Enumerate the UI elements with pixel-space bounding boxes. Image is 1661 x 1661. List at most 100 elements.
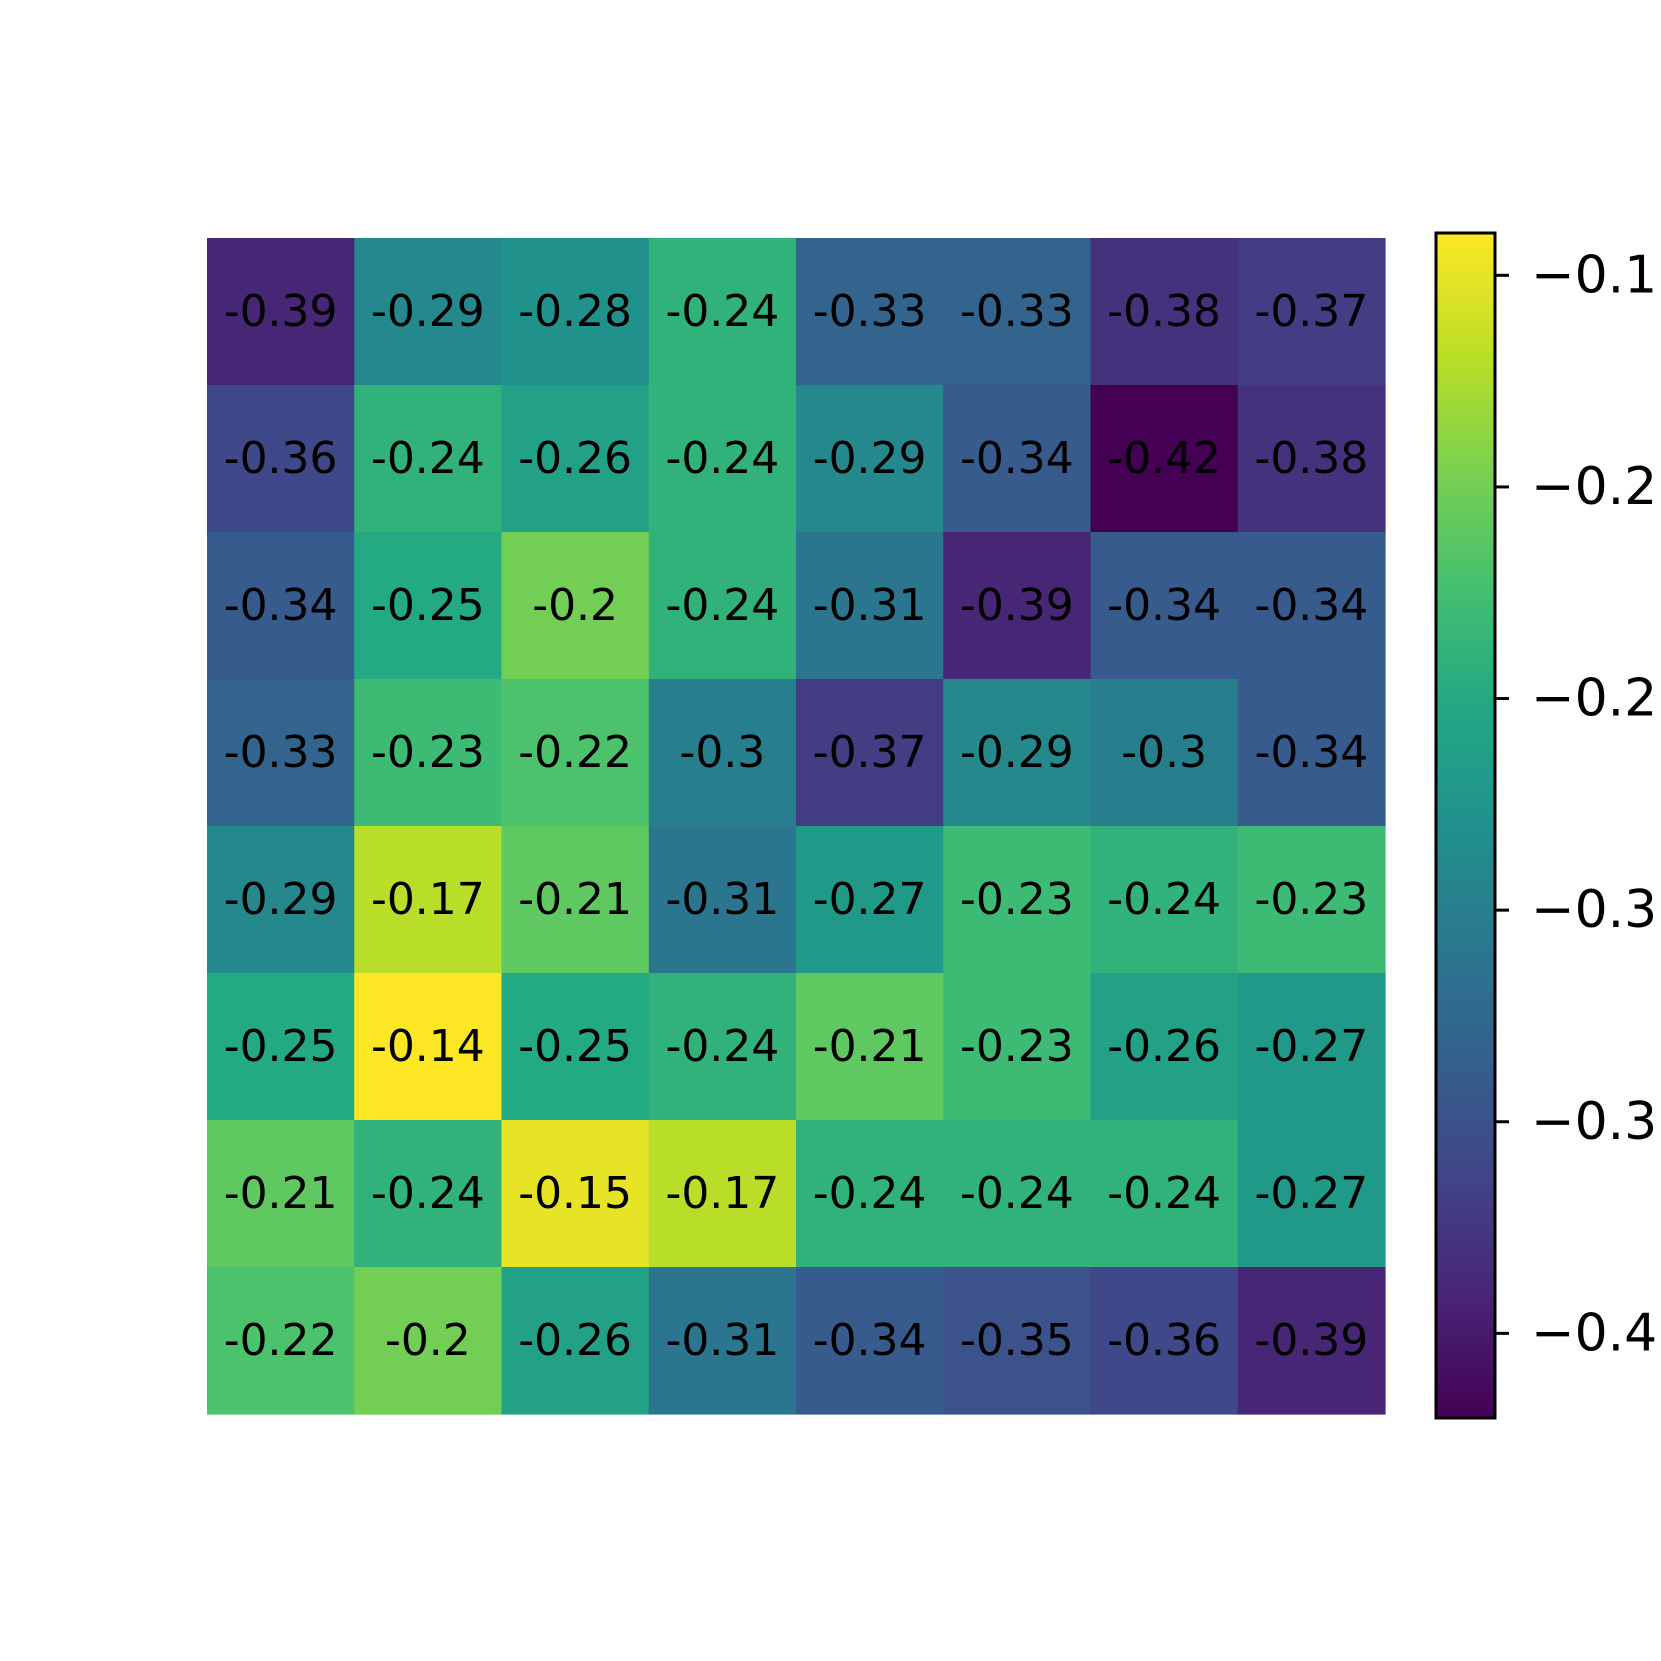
cell-value-label: -0.34 (224, 580, 338, 631)
heatmap-cell (943, 238, 1092, 386)
heatmap-cell (796, 238, 944, 386)
heatmap-cell (796, 826, 944, 974)
colorbar-ticks: −0.1 −0.2 −0.2 −0.3 −0.3 −0.4 (1495, 245, 1657, 1363)
heatmap-cell (1237, 826, 1386, 974)
cell-value-label: -0.24 (371, 1168, 485, 1219)
heatmap-cell (1237, 1267, 1386, 1415)
heatmap-cell (207, 826, 355, 974)
heatmap-cell (796, 385, 944, 533)
cell-value-label: -0.26 (518, 433, 632, 484)
heatmap-cell (1237, 385, 1386, 533)
cell-value-label: -0.29 (813, 433, 927, 484)
cell-value-label: -0.37 (813, 727, 927, 778)
heatmap-cell (501, 532, 650, 680)
cell-value-label: -0.27 (1254, 1021, 1368, 1072)
heatmap-cell (1237, 679, 1386, 827)
heatmap-cell (943, 1267, 1092, 1415)
colorbar-tick-label: −0.1 (1531, 245, 1657, 305)
colorbar-gradient (1436, 233, 1495, 1418)
heatmap-cell (648, 532, 797, 680)
heatmap-cell (354, 679, 503, 827)
cell-value-label: -0.21 (813, 1021, 927, 1072)
heatmap-cell (1090, 238, 1239, 386)
heatmap-cell (648, 826, 797, 974)
heatmap-cell (207, 1267, 355, 1415)
heatmap-cell (796, 1120, 944, 1268)
heatmap-cell (1237, 1120, 1386, 1268)
colorbar-border (1434, 231, 1497, 1420)
cell-value-label: -0.27 (813, 874, 927, 925)
cell-value-label: -0.17 (665, 1168, 779, 1219)
heatmap-cell (354, 1120, 503, 1268)
cell-value-label: -0.21 (518, 874, 632, 925)
cell-value-label: -0.36 (1107, 1315, 1221, 1366)
colorbar-tick-label: −0.4 (1531, 1303, 1657, 1363)
cell-value-label: -0.24 (665, 1021, 779, 1072)
heatmap-cell (501, 973, 650, 1121)
heatmap-cell (1090, 385, 1239, 533)
heatmap-cell (796, 1267, 944, 1415)
cell-value-label: -0.22 (224, 1315, 338, 1366)
heatmap-cell (501, 679, 650, 827)
cell-value-label: -0.2 (385, 1315, 471, 1366)
cell-value-label: -0.23 (960, 874, 1074, 925)
heatmap-cell (943, 679, 1092, 827)
heatmap-cell (1237, 973, 1386, 1121)
cell-value-label: -0.38 (1254, 433, 1368, 484)
colorbar-tick-label: −0.3 (1531, 880, 1657, 940)
cell-value-label: -0.3 (679, 727, 765, 778)
heatmap-cell (1237, 238, 1386, 386)
cell-value-label: -0.24 (665, 580, 779, 631)
cell-value-label: -0.38 (1107, 286, 1221, 337)
cell-value-label: -0.24 (665, 433, 779, 484)
heatmap-cell (943, 1120, 1092, 1268)
heatmap-cell (648, 973, 797, 1121)
cell-value-label: -0.22 (518, 727, 632, 778)
heatmap-cell (1090, 1267, 1239, 1415)
heatmap-cell (648, 238, 797, 386)
cell-value-label: -0.28 (518, 286, 632, 337)
cell-value-label: -0.33 (960, 286, 1074, 337)
heatmap-cell (1237, 532, 1386, 680)
cell-value-label: -0.21 (224, 1168, 338, 1219)
heatmap-cell (501, 1120, 650, 1268)
heatmap-cell (648, 679, 797, 827)
cell-value-label: -0.42 (1107, 433, 1221, 484)
cell-value-label: -0.3 (1121, 727, 1207, 778)
heatmap-cell (207, 532, 355, 680)
heatmap-cell (943, 385, 1092, 533)
cell-value-label: -0.39 (960, 580, 1074, 631)
heatmap-cell (354, 385, 503, 533)
cell-value-label: -0.36 (224, 433, 338, 484)
heatmap-cell (501, 238, 650, 386)
cell-value-label: -0.34 (1107, 580, 1221, 631)
heatmap-cell (943, 826, 1092, 974)
heatmap-grid: -0.39 -0.29 -0.28 -0.24 -0.33 -0.33 -0.38 -0.37… (207, 238, 1386, 1415)
cell-value-label: -0.23 (960, 1021, 1074, 1072)
heatmap-cell (796, 973, 944, 1121)
colorbar-tick-label: −0.2 (1531, 457, 1657, 517)
cell-value-label: -0.24 (665, 286, 779, 337)
cell-value-label: -0.31 (665, 1315, 779, 1366)
cell-value-label: -0.34 (1254, 727, 1368, 778)
cell-value-label: -0.27 (1254, 1168, 1368, 1219)
cell-value-label: -0.29 (224, 874, 338, 925)
cell-value-label: -0.25 (224, 1021, 338, 1072)
cell-value-label: -0.24 (960, 1168, 1074, 1219)
cell-value-label: -0.23 (371, 727, 485, 778)
cell-value-label: -0.34 (1254, 580, 1368, 631)
heatmap-cell (1090, 826, 1239, 974)
heatmap-cell (354, 973, 503, 1121)
cell-value-label: -0.15 (518, 1168, 632, 1219)
cell-value-label: -0.34 (813, 1315, 927, 1366)
cell-value-label: -0.24 (1107, 874, 1221, 925)
heatmap-cell (501, 1267, 650, 1415)
heatmap-cell (1090, 532, 1239, 680)
colorbar: −0.1 −0.2 −0.2 −0.3 −0.3 −0.4 (1434, 231, 1657, 1420)
heatmap-cell (648, 1120, 797, 1268)
heatmap-cell (207, 238, 355, 386)
heatmap-cell (943, 973, 1092, 1121)
heatmap-cell (648, 385, 797, 533)
heatmap-cell (943, 532, 1092, 680)
heatmap-cell (207, 679, 355, 827)
